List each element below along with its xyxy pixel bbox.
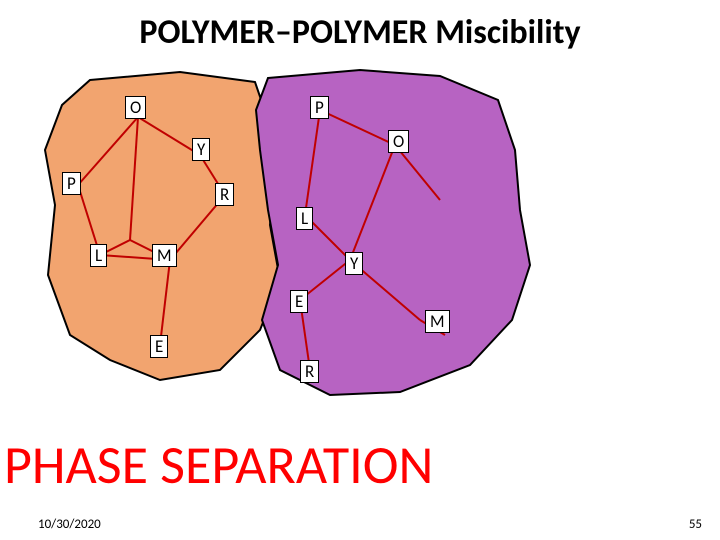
footer-date: 10/30/2020 [38, 517, 101, 532]
letter-y-left: Y [192, 138, 210, 161]
letter-o-left: O [125, 96, 146, 119]
miscibility-diagram [0, 0, 720, 420]
letter-r-left: R [215, 183, 234, 206]
letter-p-left: P [62, 172, 81, 195]
letter-l-right: L [296, 207, 313, 230]
blob-left [45, 72, 280, 380]
letter-p-right: P [310, 96, 329, 119]
letter-e-left: E [150, 335, 168, 358]
letter-e-right: E [290, 290, 308, 313]
footer-page: 55 [689, 517, 702, 532]
letter-l-left: L [90, 244, 107, 267]
letter-m-right: M [425, 310, 450, 333]
letter-m-left: M [152, 244, 177, 267]
letter-r-right: R [300, 360, 319, 383]
letter-o-right: O [388, 130, 409, 153]
phase-separation-heading: PHASE SEPARATION [0, 432, 720, 498]
letter-y-right: Y [345, 252, 363, 275]
blob-right [256, 70, 530, 395]
